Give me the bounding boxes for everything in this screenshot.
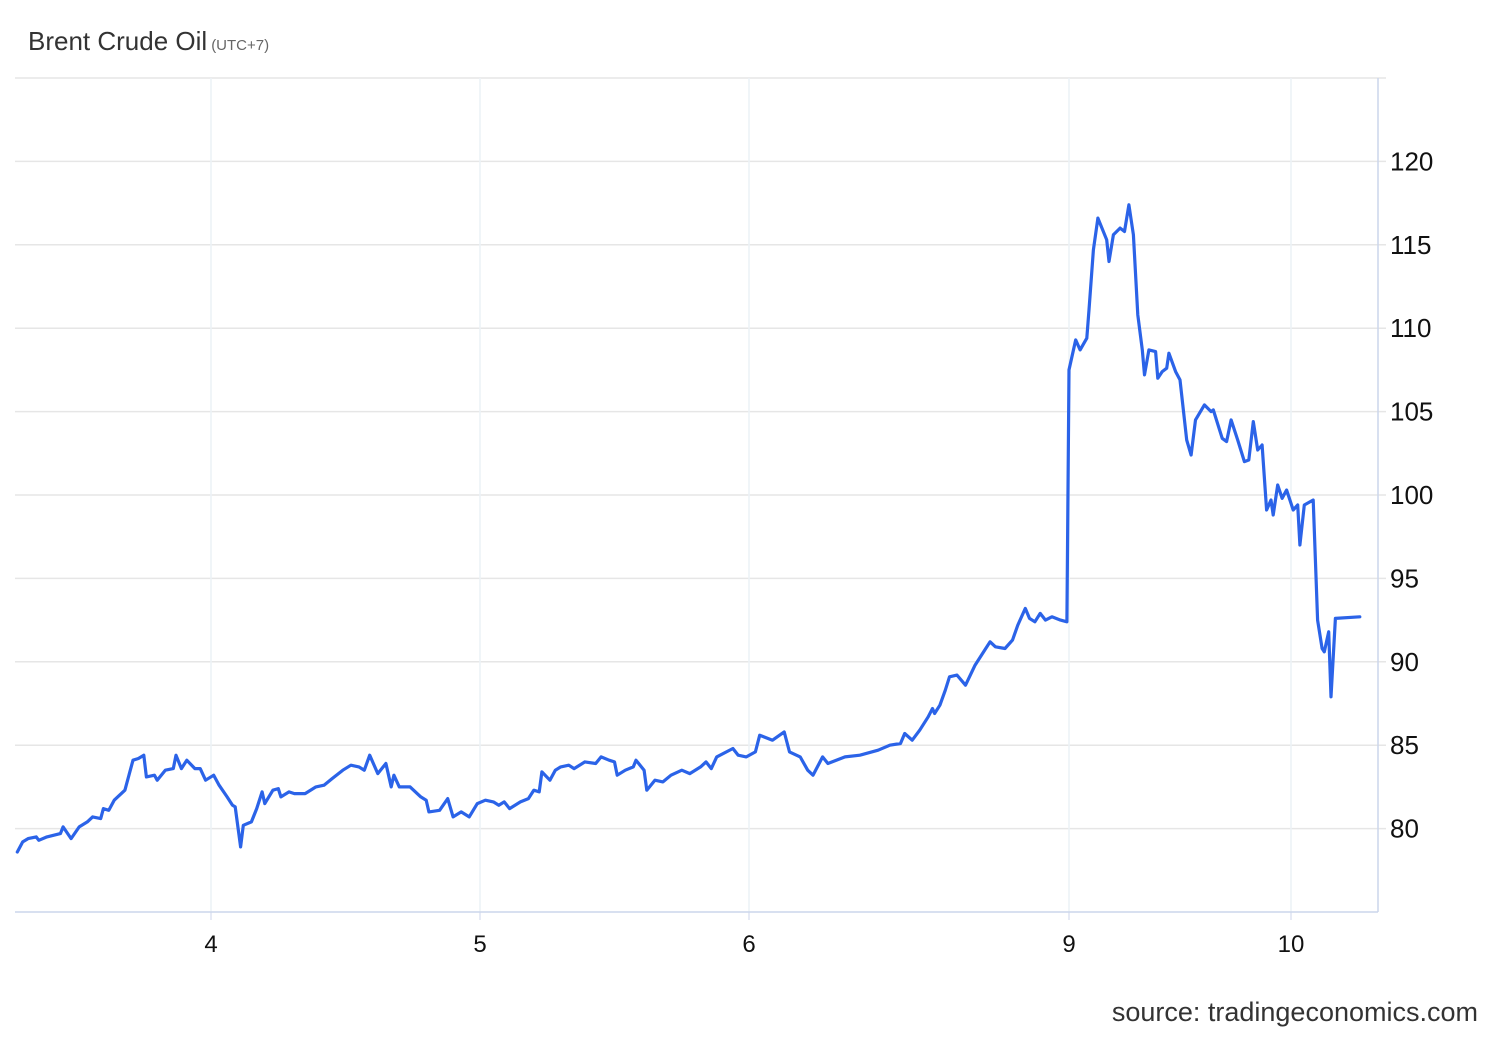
x-tick-label: 9 [1062, 931, 1075, 958]
y-tick-label: 80 [1390, 814, 1419, 844]
y-tick-label: 90 [1390, 647, 1419, 677]
chart-subtitle: (UTC+7) [211, 37, 270, 54]
axes [15, 78, 1379, 920]
y-axis-labels: 80 85 90 95 100 105 110 115 120 [1390, 146, 1433, 843]
y-tick-label: 110 [1390, 313, 1431, 343]
y-tick-label: 115 [1390, 230, 1431, 260]
x-tick-label: 6 [742, 931, 755, 958]
y-tick-label: 120 [1390, 146, 1433, 176]
y-tick-label: 95 [1390, 563, 1419, 593]
y-tick-label: 100 [1390, 480, 1433, 510]
x-tick-label: 4 [204, 931, 217, 958]
chart-title: Brent Crude Oil (UTC+7) [28, 26, 269, 57]
x-tick-label: 5 [473, 931, 486, 958]
x-axis-labels: 4 5 6 9 10 [204, 931, 1304, 958]
x-tick-label: 10 [1278, 931, 1305, 958]
y-tick-label: 85 [1390, 730, 1419, 760]
series-line [15, 203, 1362, 854]
source-credit: source: tradingeconomics.com [1111, 997, 1478, 1027]
chart-title-text: Brent Crude Oil [28, 26, 208, 56]
grid [15, 77, 1386, 912]
data-points [17, 205, 1360, 852]
y-tick-label: 105 [1390, 397, 1433, 427]
